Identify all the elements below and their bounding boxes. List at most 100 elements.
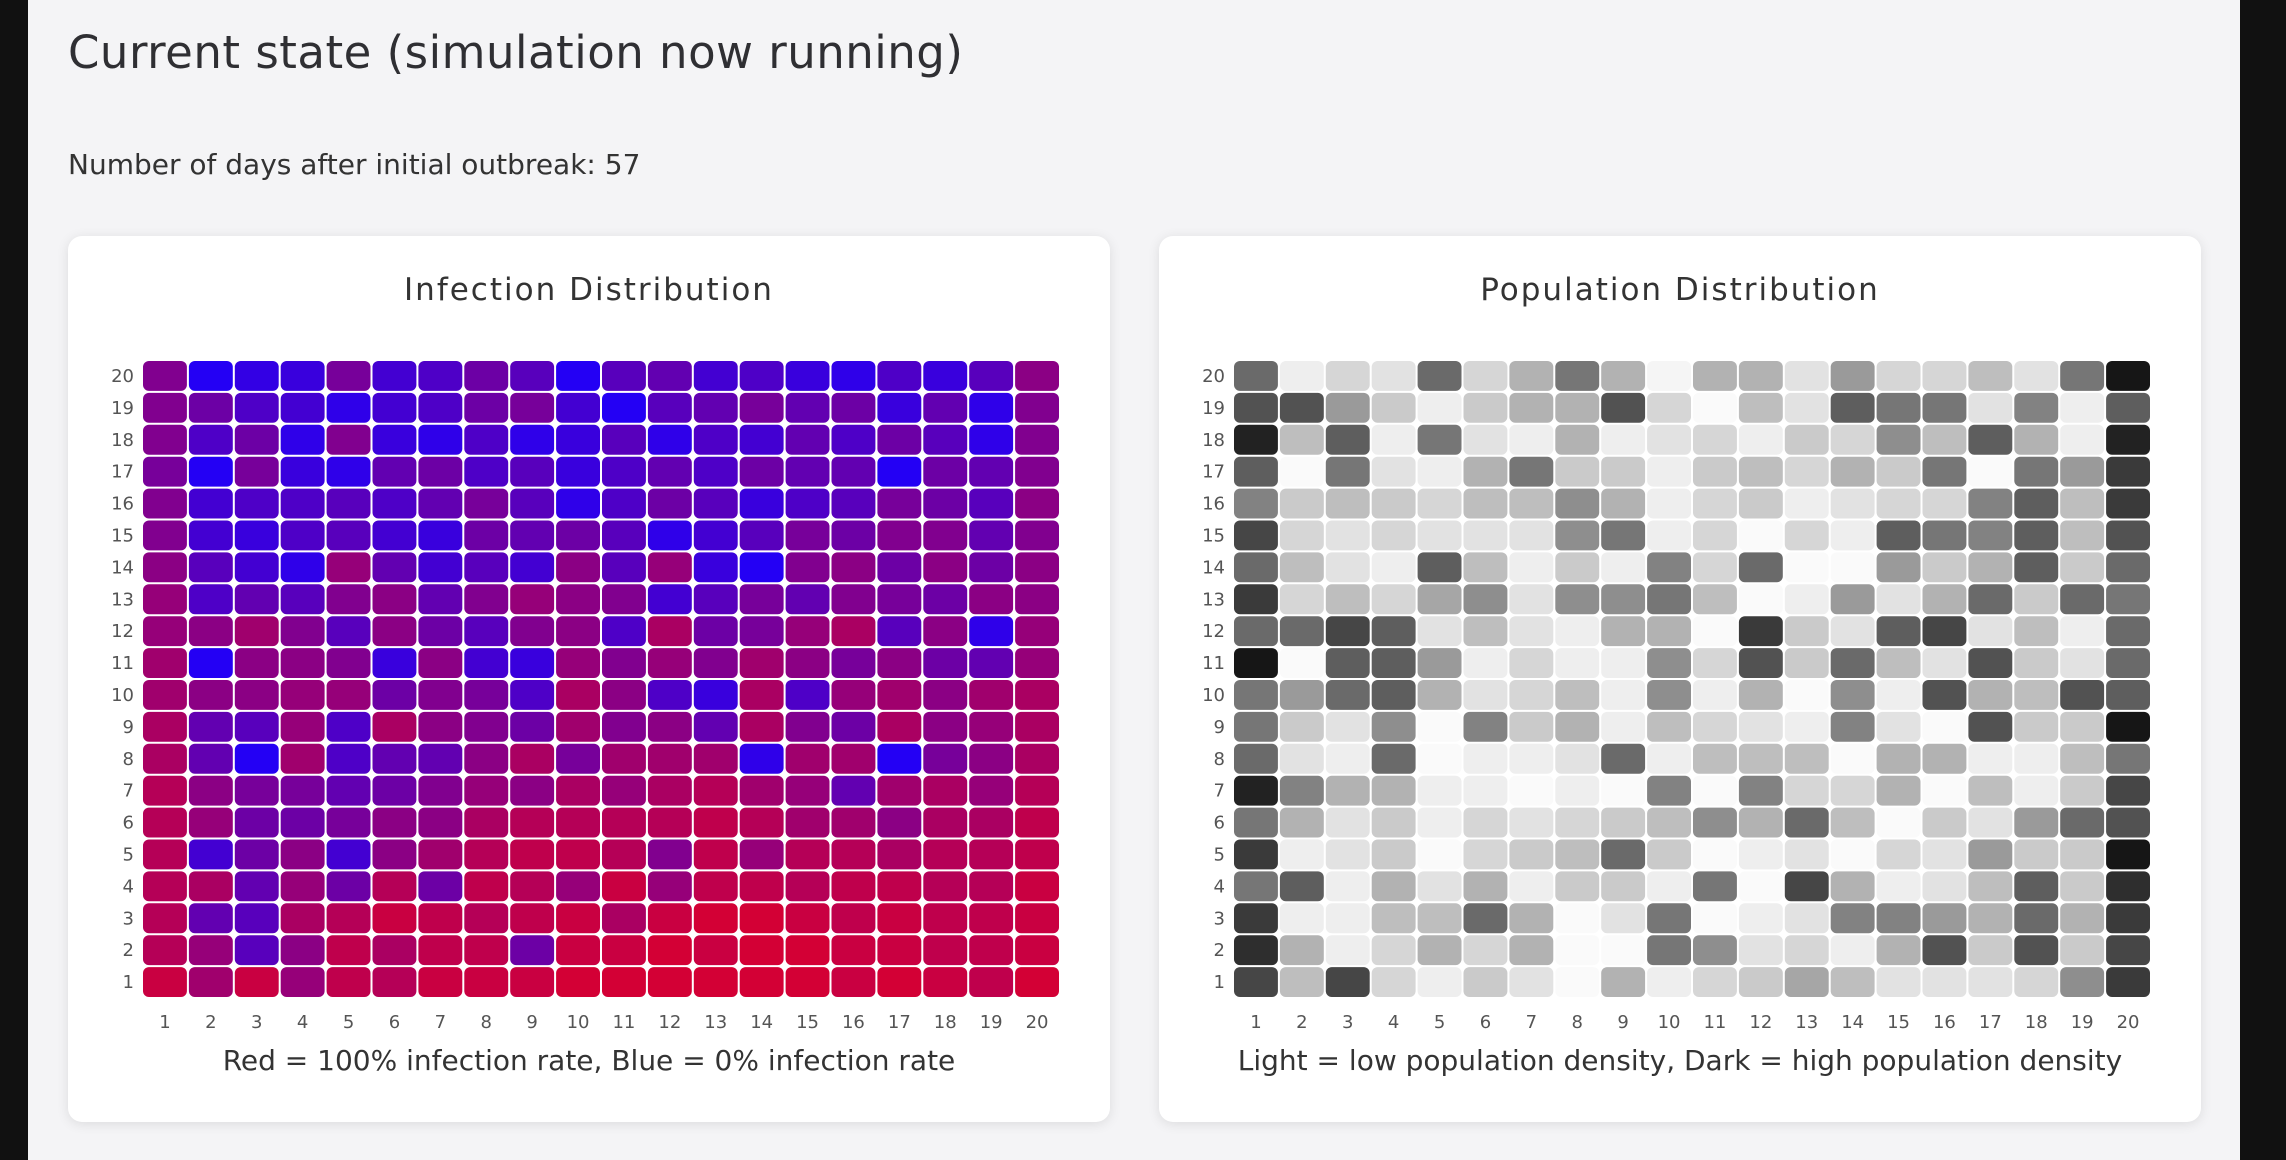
population-heatmap-y-tick-label: 10 [1202,685,1225,706]
population-heatmap-cell [1601,935,1646,966]
infection-heatmap-cell [831,584,876,615]
infection-heatmap-cell [510,711,555,742]
population-heatmap-cell [1601,616,1646,647]
infection-heatmap-cell [831,392,876,423]
population-heatmap-cell [2060,871,2105,902]
population-heatmap-cell [1693,648,1737,678]
population-heatmap-cell [1601,775,1646,806]
infection-heatmap-cell [877,616,922,647]
infection-heatmap-cell [602,520,646,551]
population-heatmap-cell [1463,743,1508,774]
population-heatmap-cell [1922,488,1967,519]
infection-heatmap-cell [785,839,830,870]
infection-heatmap-cell [602,903,646,934]
infection-heatmap-cell [739,520,784,551]
infection-heatmap-cell [510,807,555,838]
population-heatmap-cell [1693,775,1737,806]
infection-heatmap-cell [877,520,922,551]
infection-heatmap-cell [877,967,922,997]
infection-heatmap-x-tick-label: 11 [612,1012,635,1033]
population-heatmap-x-tick-label: 15 [1887,1012,1910,1033]
infection-heatmap-x-tick-label: 13 [704,1012,727,1033]
infection-heatmap-cell [280,743,325,774]
infection-heatmap-cell [280,903,325,934]
population-heatmap-cell [1922,743,1967,774]
infection-heatmap-cell [602,488,646,519]
infection-heatmap-cell [1015,935,1059,966]
infection-heatmap-x-tick-label: 8 [481,1012,492,1033]
infection-heatmap-cell [969,552,1014,583]
population-heatmap-cell [1830,424,1875,455]
infection-heatmap-cell [556,743,600,774]
infection-heatmap-cell [923,839,968,870]
population-heatmap-cell [1325,392,1370,423]
infection-heatmap-cell [326,839,371,870]
infection-heatmap-cell [739,488,784,519]
population-heatmap-cell [1784,711,1829,742]
infection-heatmap-cell [280,361,325,391]
infection-heatmap-cell [647,807,692,838]
infection-heatmap-cell [647,967,692,997]
population-heatmap-cell [1234,903,1278,934]
population-heatmap-cell [1371,839,1416,870]
infection-heatmap-cell [464,775,509,806]
infection-heatmap-cell [785,520,830,551]
infection-heatmap-cell [739,392,784,423]
population-heatmap-cell [2106,520,2150,551]
infection-heatmap-cell [831,616,876,647]
population-heatmap-cell [1463,711,1508,742]
population-heatmap-cell [1371,552,1416,583]
infection-heatmap-cell [647,361,692,391]
infection-heatmap-cell [556,935,600,966]
population-heatmap-y-tick-label: 18 [1202,430,1225,451]
infection-heatmap-cell [1015,711,1059,742]
population-heatmap-cell [2060,488,2105,519]
infection-heatmap-cell [877,488,922,519]
population-heatmap-x-tick-label: 7 [1526,1012,1537,1033]
infection-heatmap-cell [556,871,600,902]
population-heatmap-cell [2106,775,2150,806]
infection-heatmap-cell [326,648,371,678]
population-heatmap-cell [1601,361,1646,391]
infection-heatmap-cell [418,552,463,583]
infection-heatmap-cell [923,743,968,774]
infection-heatmap-cell [647,871,692,902]
infection-heatmap-cell [877,361,922,391]
population-heatmap-cell [1417,807,1462,838]
population-heatmap-cell [1876,424,1921,455]
infection-heatmap-cell [418,711,463,742]
population-heatmap-x-tick-label: 1 [1250,1012,1261,1033]
infection-heatmap-cell [188,807,233,838]
infection-heatmap-cell [1015,361,1059,391]
population-heatmap-cell [1876,392,1921,423]
infection-heatmap-cell [693,871,738,902]
population-heatmap-cell [1738,935,1783,966]
population-heatmap-cell [1555,903,1600,934]
infection-heatmap-cell [785,807,830,838]
population-heatmap-cell [1325,807,1370,838]
infection-heatmap-cell [647,584,692,615]
population-heatmap-cell [2014,648,2059,678]
infection-heatmap-cell [647,775,692,806]
population-heatmap-y-tick-label: 16 [1202,494,1225,515]
infection-heatmap-cell [372,903,417,934]
infection-heatmap-cell [556,807,600,838]
infection-heatmap-cell [280,775,325,806]
population-heatmap-cell [1601,424,1646,455]
infection-heatmap-x-tick-label: 7 [435,1012,446,1033]
population-heatmap-cell [1876,775,1921,806]
population-heatmap-cell [2106,935,2150,966]
population-heatmap-cell [1830,520,1875,551]
infection-heatmap-cell [785,775,830,806]
population-heatmap-cell [1325,584,1370,615]
infection-heatmap-cell [877,584,922,615]
population-heatmap-cell [1922,552,1967,583]
population-heatmap-cell [1968,424,2013,455]
population-heatmap-cell [1876,807,1921,838]
infection-heatmap-cell [739,711,784,742]
population-heatmap-cell [1876,711,1921,742]
infection-heatmap-cell [280,616,325,647]
population-heatmap-cell [1647,616,1691,647]
infection-heatmap-cell [647,648,692,678]
infection-heatmap-cell [556,967,600,997]
